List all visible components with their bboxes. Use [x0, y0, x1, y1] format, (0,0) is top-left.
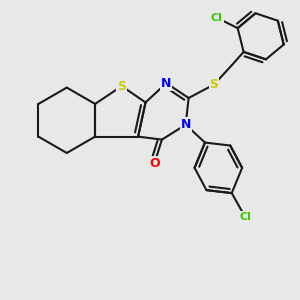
Text: S: S	[117, 80, 126, 93]
Text: N: N	[181, 118, 191, 131]
Text: Cl: Cl	[211, 13, 223, 23]
Text: N: N	[161, 76, 172, 90]
Text: O: O	[149, 157, 160, 170]
Text: Cl: Cl	[239, 212, 251, 222]
Text: S: S	[209, 78, 218, 91]
